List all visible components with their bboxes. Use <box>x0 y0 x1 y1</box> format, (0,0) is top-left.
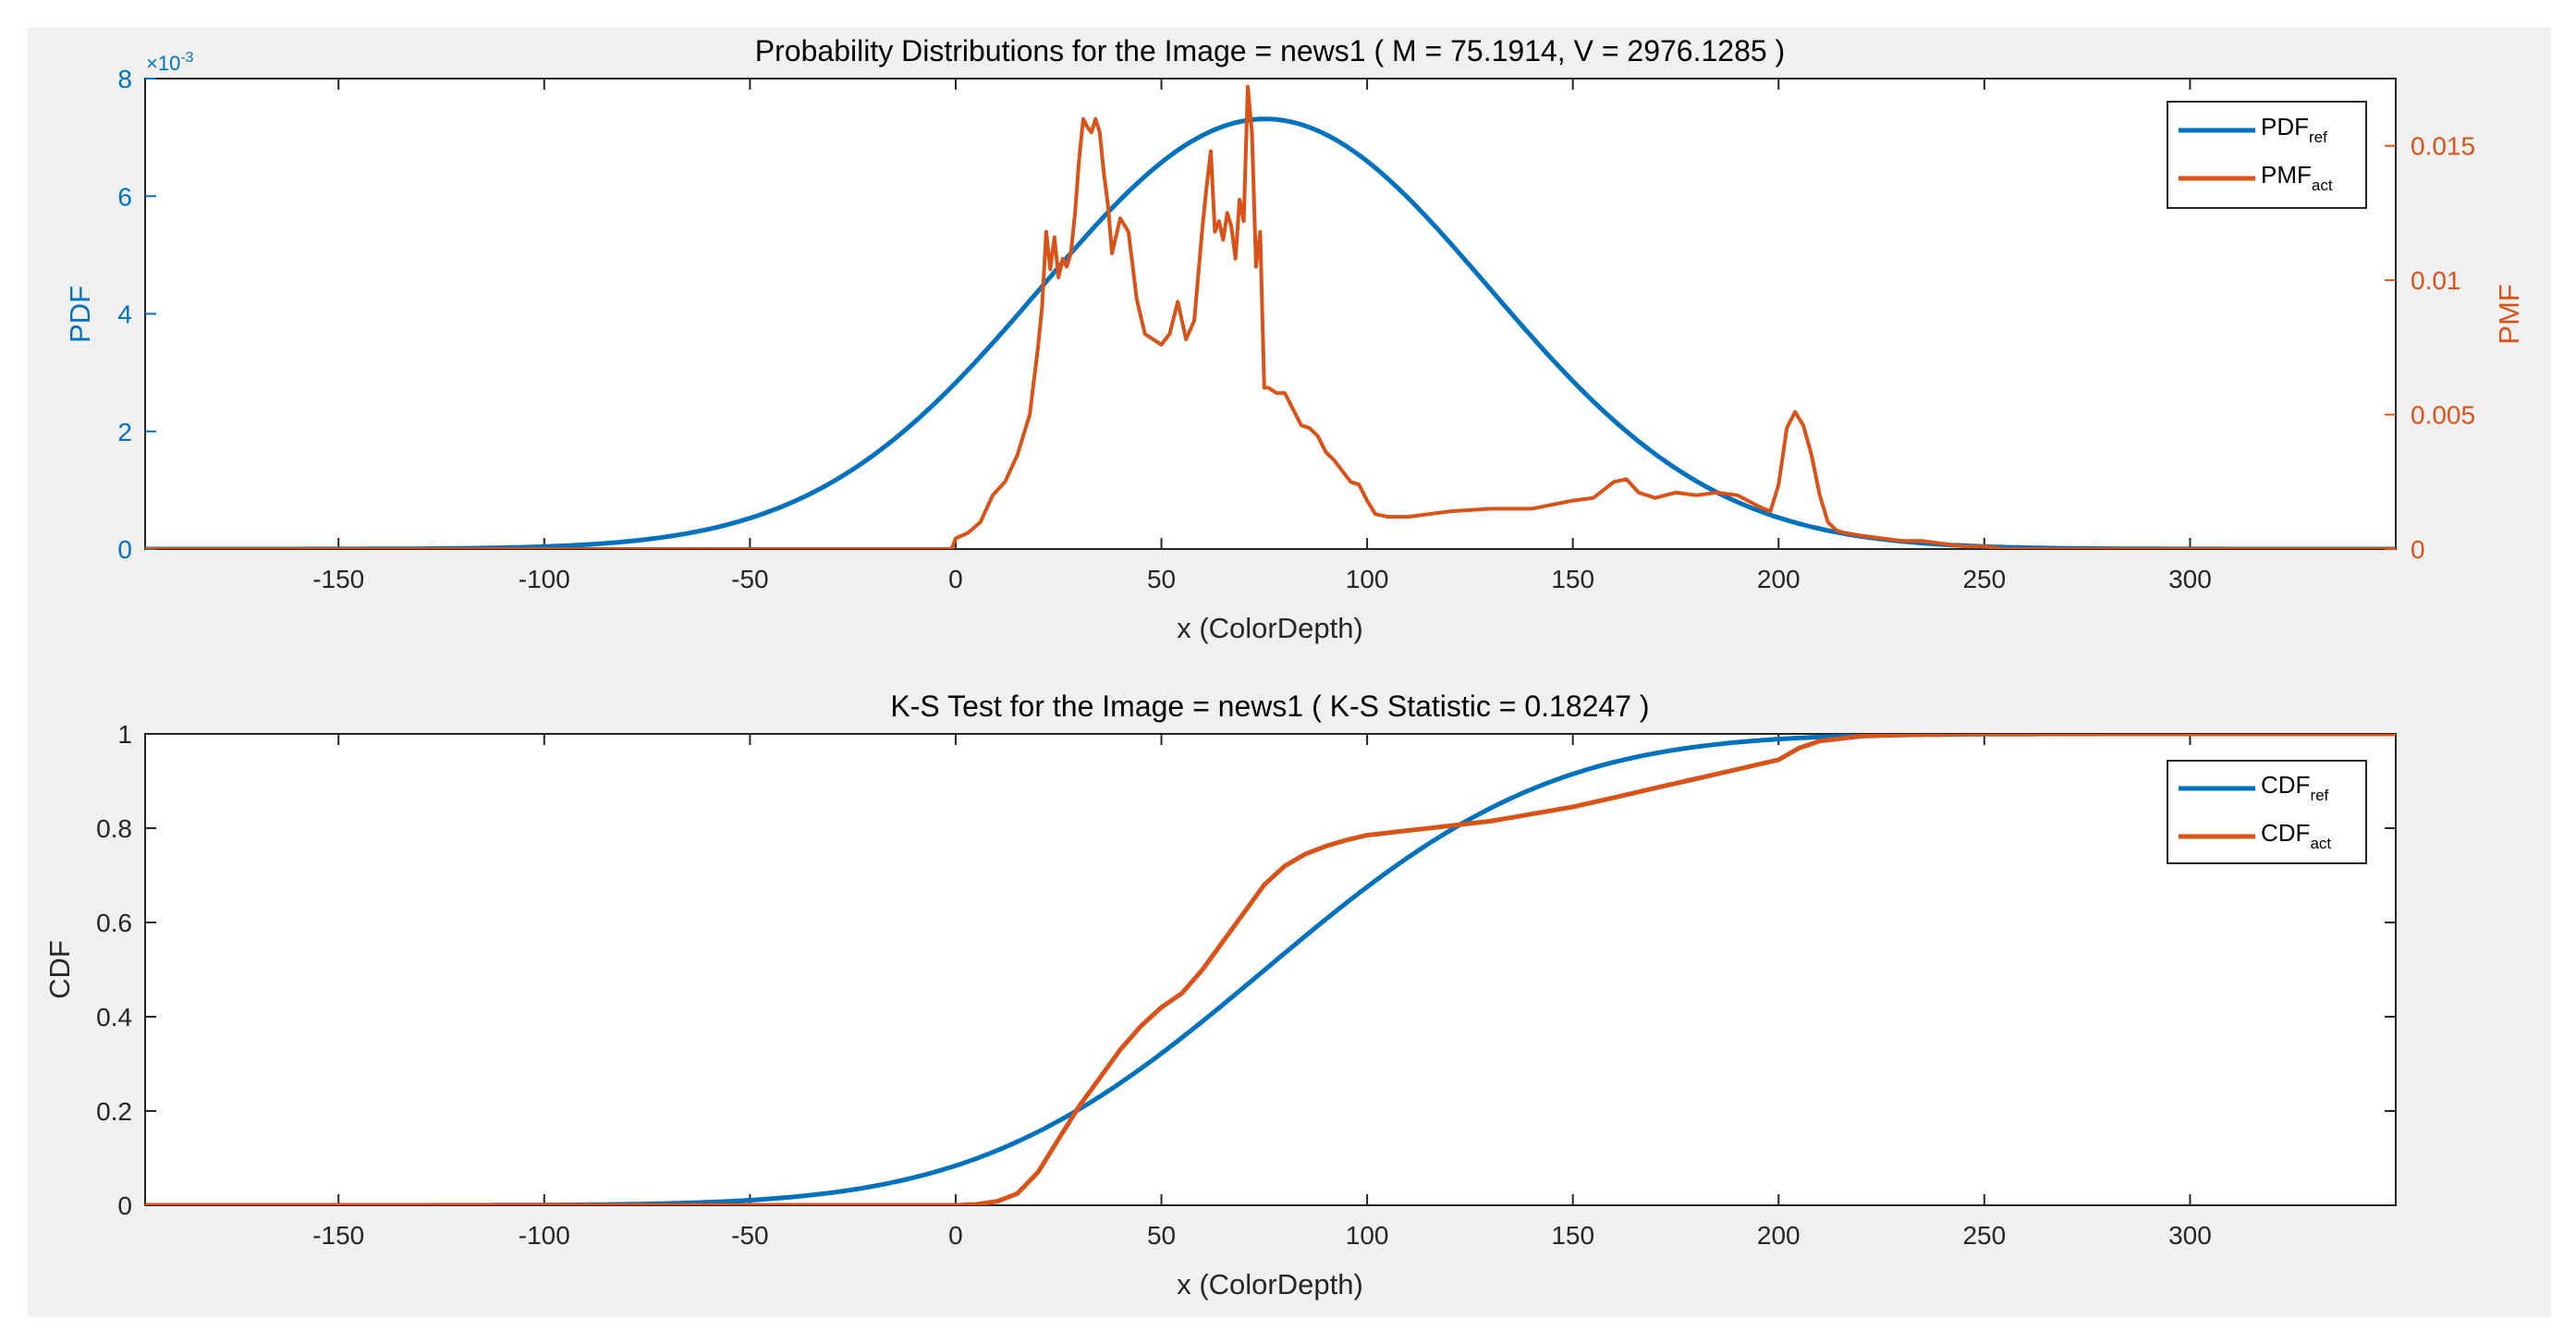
cdf-plot-title: K-S Test for the Image = news1 ( K-S Sta… <box>890 690 1649 723</box>
cdf-ref-legend-label: CDFref <box>2261 771 2329 804</box>
pdf-y-tick-label: 2 <box>117 418 132 446</box>
pdf-plot-area <box>144 78 2397 550</box>
cdf-x-tick-label: 300 <box>2168 1221 2212 1250</box>
cdf-y-axis-label: CDF <box>43 940 76 999</box>
cdf-y-tick-label: 0.2 <box>96 1097 132 1126</box>
cdf-x-tick-label: 100 <box>1346 1221 1389 1250</box>
cdf-x-axis-label: x (ColorDepth) <box>1177 1268 1363 1300</box>
pdf-y-tick-label: 6 <box>117 182 132 211</box>
cdf-legend: CDFref CDFact <box>2167 760 2367 864</box>
cdf-y-tick-label: 0 <box>117 1191 132 1220</box>
pmf-act-legend-label: PMFact <box>2261 161 2333 194</box>
cdf-x-tick-label: -50 <box>731 1221 768 1250</box>
pmf-y-tick-label: 0.005 <box>2411 401 2475 430</box>
pdf-x-tick-label: -100 <box>519 565 570 593</box>
pdf-x-tick-label: 300 <box>2168 565 2212 593</box>
cdf-y-tick-label: 1 <box>117 720 132 749</box>
pdf-legend: PDFref PMFact <box>2167 101 2367 209</box>
cdf-act-series-line <box>145 734 2396 1205</box>
cdf-x-tick-label: 200 <box>1757 1221 1801 1250</box>
cdf-x-tick-label: 50 <box>1147 1221 1176 1250</box>
cdf-x-tick-label: -150 <box>312 1221 364 1250</box>
pdf-axis-ticks: -150 -100 -50 0 50 100 150 200 250 300 0 2 4 6 8 0 0.005… <box>117 65 2475 593</box>
pdf-ref-legend-label: PDFref <box>2261 113 2327 146</box>
cdf-legend-box <box>2167 760 2367 864</box>
pdf-panel: Probability Distributions for the Image … <box>64 34 2525 644</box>
cdf-y-tick-label: 0.6 <box>96 909 132 937</box>
cdf-y-tick-label: 0.4 <box>96 1003 132 1032</box>
pdf-x-tick-label: 150 <box>1551 565 1594 593</box>
cdf-y-tick-label: 0.8 <box>96 814 132 843</box>
pdf-y-tick-label: 8 <box>117 65 132 93</box>
pmf-y-tick-label: 0.01 <box>2411 266 2461 295</box>
pdf-x-axis-label: x (ColorDepth) <box>1177 612 1363 644</box>
cdf-panel: K-S Test for the Image = news1 ( K-S Sta… <box>43 690 2397 1300</box>
pdf-x-tick-label: 0 <box>948 565 963 593</box>
cdf-x-tick-label: 0 <box>948 1221 963 1250</box>
cdf-axis-ticks: -150 -100 -50 0 50 100 150 200 250 300 0 0.2 0.4 0.6 0… <box>96 720 2396 1250</box>
pmf-y-tick-label: 0.015 <box>2411 132 2475 161</box>
pdf-x-tick-label: 200 <box>1757 565 1801 593</box>
pdf-x-tick-label: 100 <box>1346 565 1389 593</box>
cdf-x-tick-label: 150 <box>1551 1221 1594 1250</box>
pdf-x-tick-label: -50 <box>731 565 768 593</box>
cdf-plot-area <box>144 733 2397 1206</box>
cdf-x-tick-label: -100 <box>519 1221 570 1250</box>
pdf-plot-title: Probability Distributions for the Image … <box>755 34 1785 67</box>
pdf-y-tick-label: 0 <box>117 535 132 564</box>
pmf-y-axis-label: PMF <box>2493 284 2525 344</box>
pdf-y-axis-label: PDF <box>64 286 96 343</box>
cdf-act-legend-label: CDFact <box>2261 819 2331 852</box>
pdf-x-tick-label: 50 <box>1147 565 1176 593</box>
pdf-y-tick-label: 4 <box>117 300 132 329</box>
cdf-x-tick-label: 250 <box>1962 1221 2006 1250</box>
pmf-y-tick-label: 0 <box>2411 535 2425 564</box>
pdf-y-exponent: ×10-3 <box>146 50 194 75</box>
pdf-x-tick-label: 250 <box>1962 565 2006 593</box>
pdf-legend-box <box>2167 101 2367 209</box>
pdf-x-tick-label: -150 <box>312 565 364 593</box>
pmf-act-series-line <box>145 84 2396 549</box>
